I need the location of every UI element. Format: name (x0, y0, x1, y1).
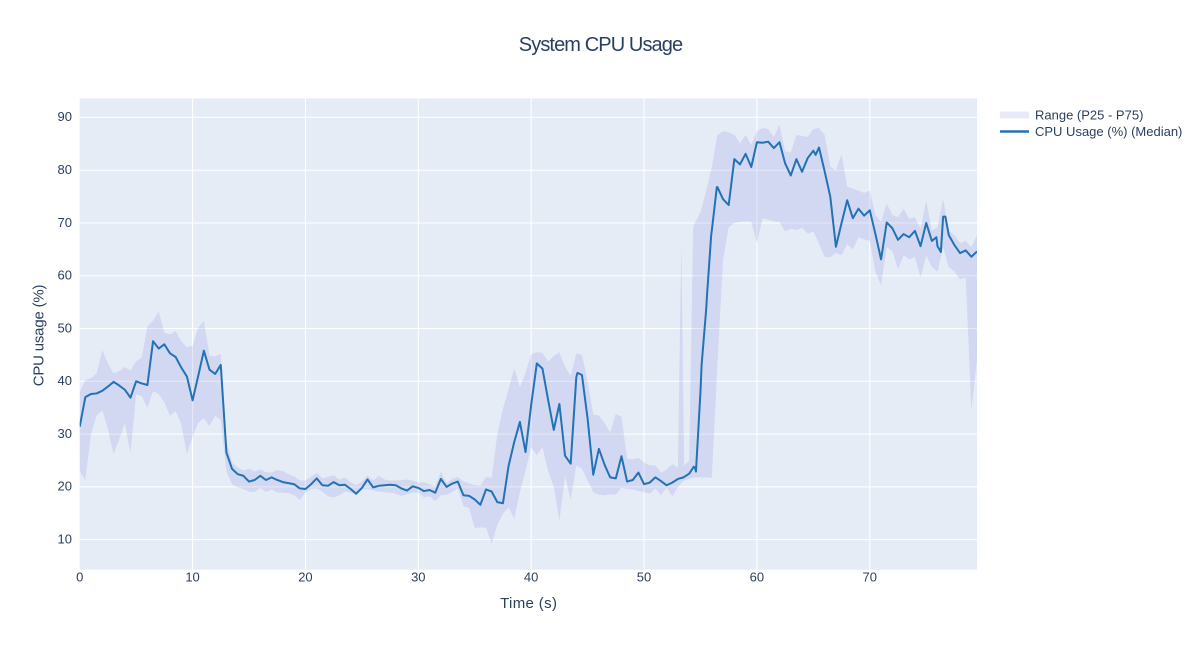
svg-text:CPU Usage (%) (Median): CPU Usage (%) (Median) (1035, 124, 1182, 139)
svg-text:System CPU Usage: System CPU Usage (519, 34, 683, 56)
svg-text:60: 60 (58, 268, 72, 283)
svg-text:50: 50 (637, 569, 651, 584)
svg-text:50: 50 (58, 320, 72, 335)
svg-text:20: 20 (298, 569, 312, 584)
svg-text:30: 30 (411, 569, 425, 584)
svg-text:20: 20 (58, 479, 72, 494)
svg-text:0: 0 (76, 569, 83, 584)
svg-text:90: 90 (58, 109, 72, 124)
svg-text:30: 30 (58, 426, 72, 441)
svg-text:10: 10 (58, 531, 72, 546)
svg-text:80: 80 (58, 162, 72, 177)
svg-text:70: 70 (58, 215, 72, 230)
svg-text:CPU usage (%): CPU usage (%) (30, 284, 47, 386)
svg-text:Range (P25 - P75): Range (P25 - P75) (1035, 108, 1143, 123)
svg-text:40: 40 (524, 569, 538, 584)
svg-text:60: 60 (750, 569, 764, 584)
svg-text:40: 40 (58, 373, 72, 388)
svg-text:70: 70 (863, 569, 877, 584)
svg-text:Time (s): Time (s) (500, 595, 557, 612)
svg-text:10: 10 (185, 569, 199, 584)
